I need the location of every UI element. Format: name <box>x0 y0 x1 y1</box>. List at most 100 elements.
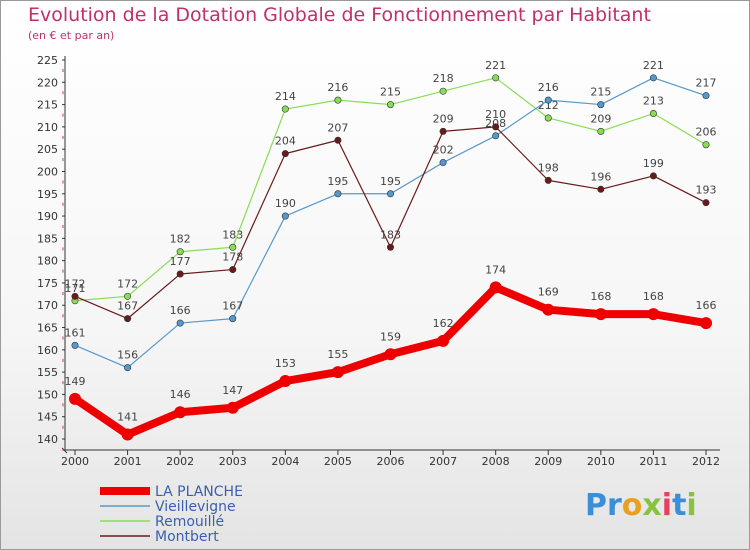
data-point-la-planche <box>226 401 239 414</box>
data-point-la-planche <box>69 392 81 405</box>
data-point-vieillevigne <box>281 212 289 220</box>
data-label-montbert: 209 <box>433 112 454 125</box>
data-point-montbert <box>386 243 394 251</box>
data-point-montbert <box>71 292 79 300</box>
legend-label-la-planche: LA PLANCHE <box>155 484 243 500</box>
data-point-remouill- <box>492 74 500 82</box>
data-label-la-planche: 141 <box>117 411 138 424</box>
data-label-remouill-: 206 <box>696 126 717 139</box>
data-label-la-planche: 146 <box>170 388 191 401</box>
data-label-remouill-: 183 <box>222 228 243 241</box>
data-point-remouill- <box>124 292 132 300</box>
data-label-vieillevigne: 208 <box>485 117 506 130</box>
data-point-montbert <box>281 150 289 158</box>
data-point-la-planche <box>542 303 555 316</box>
y-tick-label: 225 <box>37 54 58 67</box>
x-tick-label: 2004 <box>271 455 299 468</box>
y-tick-label: 170 <box>37 299 58 312</box>
y-tick-label: 150 <box>37 388 58 401</box>
x-tick-label: 2008 <box>482 455 510 468</box>
data-label-vieillevigne: 161 <box>65 326 86 339</box>
logo-letter: o <box>621 488 643 523</box>
data-point-vieillevigne <box>702 92 710 100</box>
data-label-remouill-: 209 <box>590 112 611 125</box>
data-label-la-planche: 168 <box>590 290 611 303</box>
logo-letter: r <box>607 488 622 523</box>
data-point-vieillevigne <box>649 74 657 82</box>
data-point-remouill- <box>386 101 394 109</box>
data-label-remouill-: 218 <box>433 72 454 85</box>
data-label-montbert: 198 <box>538 161 559 174</box>
data-label-vieillevigne: 195 <box>380 175 401 188</box>
chart-title: Evolution de la Dotation Globale de Fonc… <box>28 4 651 26</box>
legend-label-remouill-: Remouillé <box>155 514 224 530</box>
y-tick-label: 160 <box>37 344 58 357</box>
data-label-la-planche: 159 <box>380 330 401 343</box>
data-point-vieillevigne <box>597 101 605 109</box>
x-tick-label: 2001 <box>114 455 142 468</box>
data-point-la-planche <box>121 428 134 441</box>
data-point-montbert <box>544 176 552 184</box>
data-point-la-planche <box>594 308 607 321</box>
logo-letter: t <box>672 488 687 523</box>
x-tick-label: 2009 <box>534 455 562 468</box>
data-label-la-planche: 149 <box>65 375 86 388</box>
data-label-remouill-: 212 <box>538 99 559 112</box>
data-point-montbert <box>176 270 184 278</box>
data-label-la-planche: 147 <box>222 384 243 397</box>
data-point-la-planche <box>331 366 344 379</box>
chart-subtitle: (en € et par an) <box>28 29 115 42</box>
data-point-vieillevigne <box>176 319 184 327</box>
legend-label-vieillevigne: Vieillevigne <box>155 499 236 515</box>
y-tick-label: 180 <box>37 255 58 268</box>
data-label-montbert: 183 <box>380 228 401 241</box>
y-tick-label: 175 <box>37 277 58 290</box>
x-tick-label: 2005 <box>324 455 352 468</box>
data-point-la-planche <box>174 406 187 419</box>
data-point-remouill- <box>544 114 552 122</box>
logo-letter: i <box>661 488 673 523</box>
data-point-remouill- <box>597 127 605 135</box>
data-label-la-planche: 174 <box>485 263 506 276</box>
data-point-remouill- <box>439 87 447 95</box>
data-label-montbert: 172 <box>65 277 86 290</box>
data-point-la-planche <box>489 281 502 294</box>
data-point-vieillevigne <box>71 341 79 349</box>
data-point-remouill- <box>334 96 342 104</box>
data-label-la-planche: 169 <box>538 286 559 299</box>
data-label-montbert: 193 <box>696 184 717 197</box>
x-tick-label: 2002 <box>166 455 194 468</box>
data-label-montbert: 178 <box>222 251 243 264</box>
data-label-remouill-: 171 <box>65 282 86 295</box>
data-point-remouill- <box>281 105 289 113</box>
y-tick-label: 145 <box>37 411 58 424</box>
x-tick-label: 2006 <box>377 455 405 468</box>
data-label-vieillevigne: 195 <box>327 175 348 188</box>
data-label-la-planche: 162 <box>433 317 454 330</box>
data-point-montbert <box>649 172 657 180</box>
data-label-remouill-: 216 <box>327 81 348 94</box>
data-label-vieillevigne: 216 <box>538 81 559 94</box>
data-point-vieillevigne <box>124 364 132 372</box>
data-label-montbert: 204 <box>275 135 296 148</box>
logo-letter: x <box>642 488 662 523</box>
data-label-remouill-: 214 <box>275 90 296 103</box>
data-label-remouill-: 172 <box>117 277 138 290</box>
data-point-montbert <box>702 199 710 207</box>
data-label-vieillevigne: 156 <box>117 349 138 362</box>
logo-letter: i <box>686 488 697 523</box>
data-point-la-planche <box>279 375 292 388</box>
data-point-montbert <box>124 315 132 323</box>
y-tick-label: 155 <box>37 366 58 379</box>
data-label-la-planche: 168 <box>643 290 664 303</box>
data-label-la-planche: 166 <box>696 299 717 312</box>
y-tick-label: 215 <box>37 99 58 112</box>
data-point-remouill- <box>229 243 237 251</box>
series-line-montbert <box>74 126 707 320</box>
data-point-remouill- <box>176 248 184 256</box>
data-point-la-planche <box>700 317 712 330</box>
data-point-vieillevigne <box>492 132 500 140</box>
legend-label-montbert: Montbert <box>155 529 219 545</box>
proxiti-logo: Proxiti <box>585 488 697 523</box>
